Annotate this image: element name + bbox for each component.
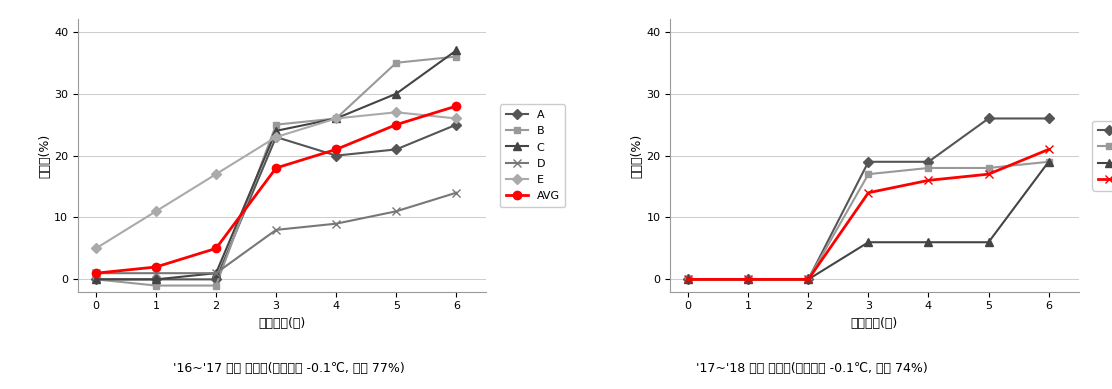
C [742, 277, 755, 282]
X-axis label: 저장기간(월): 저장기간(월) [851, 317, 898, 330]
Line: AVG: AVG [91, 102, 460, 277]
AVG [449, 104, 463, 109]
A [449, 122, 463, 127]
AVG [1042, 147, 1055, 152]
Line: AVG: AVG [684, 145, 1053, 284]
Text: '16~'17 누적 손실률(저장온도 -0.1℃, 습도 77%): '16~'17 누적 손실률(저장온도 -0.1℃, 습도 77%) [173, 362, 405, 375]
B [389, 60, 403, 65]
A [742, 277, 755, 282]
A [682, 277, 695, 282]
AVG [682, 277, 695, 282]
Legend: A, B, C, AVG: A, B, C, AVG [1092, 121, 1112, 191]
Line: E: E [92, 109, 459, 252]
A [922, 159, 935, 164]
A [982, 116, 995, 121]
AVG [329, 147, 342, 152]
A [862, 159, 875, 164]
AVG [209, 246, 222, 251]
B [982, 166, 995, 170]
B [682, 277, 695, 282]
D [269, 228, 282, 232]
C [922, 240, 935, 245]
E [449, 116, 463, 121]
C [389, 91, 403, 96]
AVG [742, 277, 755, 282]
A [269, 135, 282, 139]
Text: '17~'18 누적 손실률(저장온도 -0.1℃, 습도 74%): '17~'18 누적 손실률(저장온도 -0.1℃, 습도 74%) [696, 362, 927, 375]
C [682, 277, 695, 282]
C [149, 277, 162, 282]
D [389, 209, 403, 214]
D [89, 271, 102, 275]
C [89, 277, 102, 282]
A [1042, 116, 1055, 121]
Line: D: D [91, 189, 460, 277]
AVG [269, 166, 282, 170]
B [449, 54, 463, 59]
D [149, 271, 162, 275]
C [329, 116, 342, 121]
C [802, 277, 815, 282]
C [209, 271, 222, 275]
C [449, 48, 463, 53]
B [89, 277, 102, 282]
AVG [802, 277, 815, 282]
AVG [862, 190, 875, 195]
Line: C: C [684, 158, 1053, 284]
D [329, 221, 342, 226]
AVG [389, 122, 403, 127]
A [389, 147, 403, 152]
A [149, 277, 162, 282]
Y-axis label: 손실률(%): 손실률(%) [38, 133, 51, 178]
AVG [149, 265, 162, 269]
C [1042, 159, 1055, 164]
Legend: A, B, C, D, E, AVG: A, B, C, D, E, AVG [500, 104, 565, 207]
C [862, 240, 875, 245]
B [802, 277, 815, 282]
Line: A: A [685, 115, 1052, 283]
E [329, 116, 342, 121]
C [982, 240, 995, 245]
Line: C: C [91, 46, 460, 284]
Line: B: B [685, 158, 1052, 283]
B [862, 172, 875, 177]
A [209, 277, 222, 282]
Line: B: B [92, 53, 459, 289]
B [209, 283, 222, 288]
D [209, 271, 222, 275]
E [269, 135, 282, 139]
AVG [922, 178, 935, 183]
Line: A: A [92, 121, 459, 283]
E [149, 209, 162, 214]
AVG [89, 271, 102, 275]
B [269, 122, 282, 127]
B [1042, 159, 1055, 164]
A [802, 277, 815, 282]
A [329, 153, 342, 158]
E [389, 110, 403, 115]
D [449, 190, 463, 195]
E [89, 246, 102, 251]
B [329, 116, 342, 121]
C [269, 128, 282, 133]
Y-axis label: 손실률(%): 손실률(%) [631, 133, 644, 178]
X-axis label: 저장기간(월): 저장기간(월) [258, 317, 306, 330]
B [149, 283, 162, 288]
AVG [982, 172, 995, 177]
A [89, 277, 102, 282]
E [209, 172, 222, 177]
B [742, 277, 755, 282]
B [922, 166, 935, 170]
